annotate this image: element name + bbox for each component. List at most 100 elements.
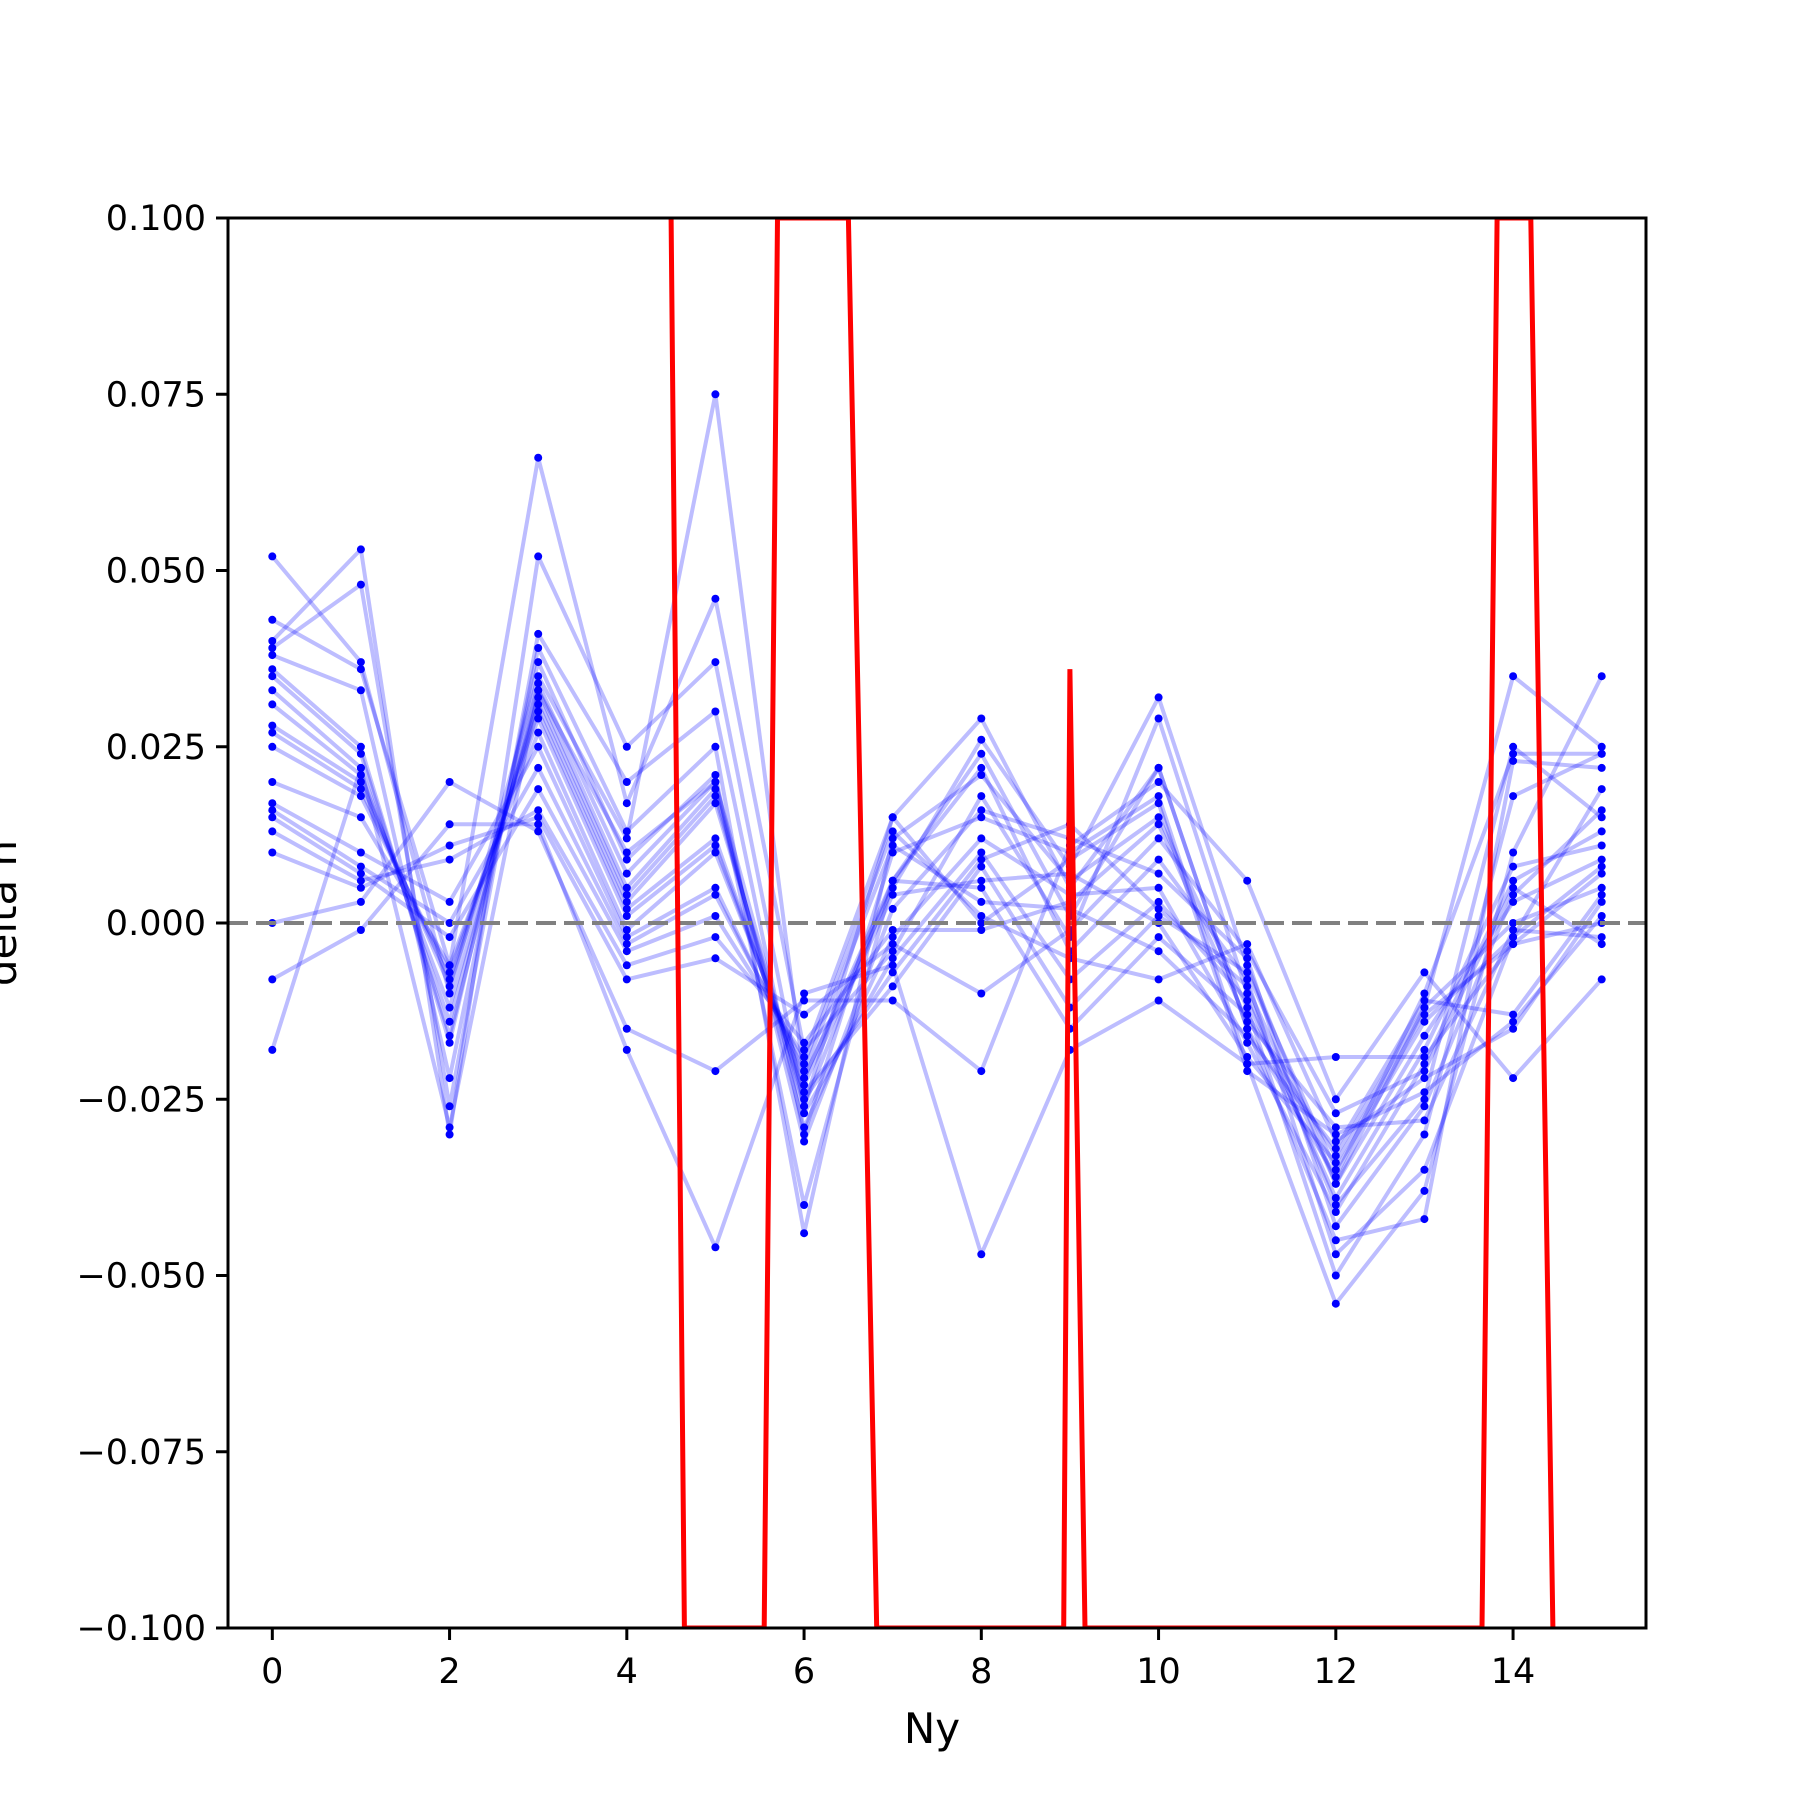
- data-point: [622, 778, 631, 786]
- data-point: [1420, 968, 1429, 977]
- data-point: [711, 707, 720, 716]
- data-point: [1243, 876, 1252, 885]
- data-point: [800, 1102, 809, 1111]
- data-point: [445, 919, 454, 927]
- data-point: [977, 876, 986, 885]
- data-point: [356, 897, 365, 906]
- data-point: [534, 742, 543, 751]
- series-line-20: [270, 688, 1602, 1179]
- data-point: [534, 827, 543, 836]
- data-point: [1331, 1151, 1340, 1160]
- data-point: [1597, 742, 1606, 751]
- data-point: [356, 580, 365, 589]
- data-point: [1597, 862, 1606, 871]
- data-point: [622, 742, 631, 751]
- x-tick-label: 6: [793, 1652, 815, 1692]
- data-point: [534, 785, 543, 794]
- data-point: [268, 848, 277, 857]
- data-point: [888, 947, 897, 956]
- data-point: [800, 1137, 809, 1146]
- data-point: [1154, 869, 1163, 878]
- data-point: [356, 749, 365, 758]
- data-point: [356, 545, 365, 554]
- data-point: [1331, 1194, 1340, 1202]
- data-point: [622, 848, 631, 857]
- data-point: [1597, 933, 1606, 942]
- data-point: [268, 637, 277, 645]
- data-point: [888, 940, 897, 949]
- series-line-19: [271, 822, 1603, 1257]
- data-point: [1509, 792, 1518, 801]
- data-point: [977, 834, 986, 843]
- data-point: [888, 876, 897, 885]
- data-point: [977, 862, 986, 871]
- data-point: [1243, 1003, 1252, 1012]
- data-point: [1420, 1102, 1429, 1111]
- data-point: [711, 785, 720, 794]
- data-point: [268, 700, 277, 709]
- data-point: [534, 672, 543, 681]
- data-point: [268, 672, 277, 681]
- series-line-16: [271, 808, 1602, 1130]
- data-point: [268, 644, 277, 652]
- series-line-3: [271, 582, 1604, 1306]
- data-point: [1243, 975, 1252, 984]
- data-point: [534, 707, 543, 716]
- data-point: [1420, 1088, 1429, 1097]
- data-point: [268, 1045, 277, 1054]
- data-point: [711, 778, 720, 786]
- data-point: [622, 799, 631, 808]
- x-axis-label: Ny: [904, 1704, 960, 1753]
- data-point: [445, 1003, 454, 1012]
- y-tick-label: 0.050: [106, 552, 206, 592]
- data-point: [1509, 1074, 1518, 1083]
- data-point: [622, 926, 631, 934]
- data-point: [888, 933, 897, 942]
- data-point: [1243, 996, 1252, 1005]
- data-point: [1420, 1116, 1429, 1125]
- data-point: [356, 785, 365, 794]
- data-point: [268, 615, 277, 624]
- data-point: [445, 982, 454, 991]
- data-point: [445, 989, 454, 998]
- data-point: [977, 919, 986, 927]
- data-point: [268, 552, 277, 561]
- y-tick-label: −0.025: [76, 1080, 206, 1120]
- data-point: [1509, 897, 1518, 906]
- y-tick-label: 0.075: [106, 375, 206, 415]
- data-point: [977, 792, 986, 801]
- data-point: [711, 390, 720, 399]
- data-point: [268, 686, 277, 695]
- data-point: [268, 975, 277, 984]
- data-point: [622, 1045, 631, 1054]
- data-point: [356, 883, 365, 892]
- x-tick-label: 2: [438, 1652, 460, 1692]
- data-point: [534, 658, 543, 667]
- data-point: [977, 749, 986, 758]
- data-point: [1331, 1109, 1340, 1118]
- data-point: [888, 834, 897, 843]
- data-point: [711, 742, 720, 751]
- x-tick-label: 14: [1491, 1652, 1536, 1692]
- data-point: [268, 742, 277, 751]
- data-point: [800, 1095, 809, 1104]
- series-line-5: [270, 660, 1604, 1257]
- data-point: [1597, 749, 1606, 758]
- data-point: [356, 771, 365, 779]
- y-tick-label: −0.075: [76, 1433, 206, 1473]
- data-point: [534, 700, 543, 709]
- data-point: [622, 1024, 631, 1033]
- data-point: [445, 1031, 454, 1040]
- data-point: [356, 742, 365, 751]
- data-point: [356, 926, 365, 934]
- data-point: [1331, 1095, 1340, 1104]
- data-point: [445, 1017, 454, 1026]
- series-line-6: [270, 674, 1604, 1229]
- data-point: [268, 799, 277, 808]
- data-point: [445, 841, 454, 850]
- y-tick-label: −0.050: [76, 1257, 206, 1297]
- data-point: [1243, 1067, 1252, 1076]
- data-point: [268, 651, 277, 660]
- data-point: [1331, 1250, 1340, 1259]
